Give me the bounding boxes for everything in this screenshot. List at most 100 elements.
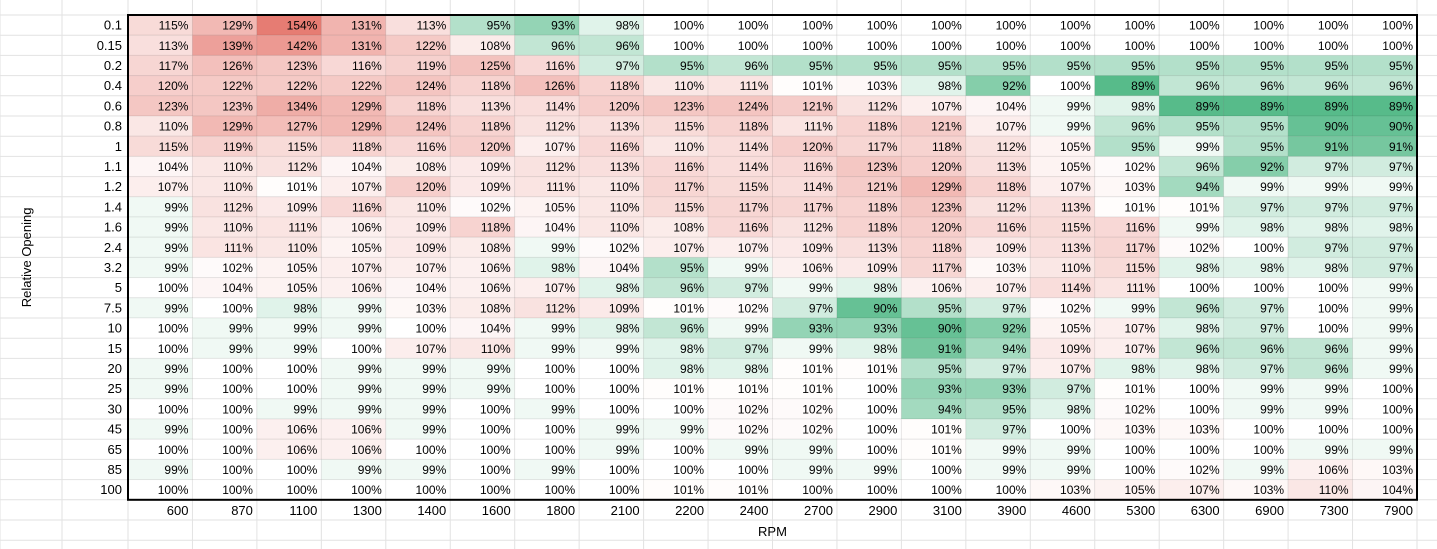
cell-value-label: 99% — [487, 382, 511, 396]
cell-value-label: 95% — [1067, 59, 1091, 73]
cell-value-label: 95% — [1389, 59, 1413, 73]
cell-value-label: 100% — [287, 483, 318, 497]
cell-value-label: 119% — [416, 59, 446, 73]
cell-value-label: 101% — [867, 362, 898, 376]
cell-value-label: 142% — [287, 39, 318, 53]
cell-value-label: 99% — [358, 402, 382, 416]
cell-value-label: 110% — [674, 140, 704, 154]
cell-value-label: 104% — [609, 261, 640, 275]
cell-value-label: 100% — [351, 342, 382, 356]
cell-value-label: 99% — [1131, 301, 1155, 315]
cell-value-label: 101% — [673, 301, 704, 315]
cell-value-label: 96% — [1196, 160, 1220, 174]
cell-value-label: 95% — [938, 362, 962, 376]
cell-value-label: 107% — [1124, 322, 1155, 336]
cell-value-label: 98% — [616, 19, 640, 33]
cell-value-label: 97% — [1002, 301, 1026, 315]
cell-value-label: 98% — [1196, 322, 1220, 336]
cell-value-label: 99% — [358, 463, 382, 477]
cell-value-label: 110% — [223, 180, 253, 194]
cell-value-label: 100% — [1382, 382, 1413, 396]
cell-value-label: 107% — [1060, 180, 1091, 194]
cell-value-label: 99% — [551, 241, 575, 255]
cell-value-label: 123% — [867, 160, 898, 174]
y-tick-label: 0.15 — [97, 38, 122, 53]
cell-value-label: 118% — [481, 79, 511, 93]
cell-value-label: 116% — [545, 59, 575, 73]
cell-value-label: 100% — [222, 443, 253, 457]
cell-value-label: 110% — [1061, 261, 1091, 275]
cell-value-label: 99% — [1196, 221, 1220, 235]
cell-value-label: 124% — [738, 99, 769, 113]
cell-value-label: 100% — [1382, 39, 1413, 53]
cell-value-label: 99% — [616, 423, 640, 437]
cell-value-label: 108% — [480, 39, 511, 53]
cell-value-label: 100% — [158, 281, 189, 295]
cell-value-label: 104% — [222, 281, 253, 295]
cell-value-label: 101% — [738, 483, 769, 497]
y-tick-label: 1.2 — [104, 179, 122, 194]
cell-value-label: 100% — [287, 362, 318, 376]
cell-value-label: 96% — [744, 59, 768, 73]
cell-value-label: 122% — [287, 79, 318, 93]
cell-value-label: 100% — [1060, 79, 1091, 93]
cell-value-label: 112% — [545, 301, 575, 315]
cell-value-label: 98% — [1325, 221, 1349, 235]
cell-value-label: 107% — [931, 99, 962, 113]
cell-value-label: 118% — [868, 221, 898, 235]
cell-value-label: 100% — [738, 463, 769, 477]
cell-value-label: 117% — [159, 59, 189, 73]
cell-value-label: 134% — [287, 99, 318, 113]
cell-value-label: 97% — [1325, 241, 1349, 255]
cell-value-label: 107% — [996, 120, 1027, 134]
cell-value-label: 95% — [1196, 59, 1220, 73]
cell-value-label: 102% — [1124, 402, 1155, 416]
cell-value-label: 100% — [544, 362, 575, 376]
x-tick-label: 1800 — [546, 503, 575, 518]
cell-value-label: 100% — [867, 483, 898, 497]
cell-value-label: 96% — [680, 281, 704, 295]
cell-value-label: 123% — [673, 99, 704, 113]
cell-value-label: 100% — [1382, 19, 1413, 33]
cell-value-label: 97% — [1260, 322, 1284, 336]
cell-value-label: 110% — [1319, 483, 1349, 497]
cell-value-label: 100% — [1124, 463, 1155, 477]
cell-value-label: 109% — [416, 241, 447, 255]
cell-value-label: 100% — [480, 443, 511, 457]
cell-value-label: 94% — [1196, 180, 1220, 194]
cell-value-label: 112% — [545, 160, 575, 174]
cell-value-label: 110% — [610, 200, 640, 214]
cell-value-label: 107% — [158, 180, 189, 194]
cell-value-label: 100% — [996, 39, 1027, 53]
cell-value-label: 106% — [931, 281, 962, 295]
cell-value-label: 99% — [1067, 463, 1091, 477]
cell-value-label: 100% — [1318, 281, 1349, 295]
y-tick-label: 25 — [108, 381, 122, 396]
cell-value-label: 117% — [1125, 241, 1155, 255]
cell-value-label: 99% — [293, 322, 317, 336]
cell-value-label: 99% — [422, 463, 446, 477]
cell-value-label: 96% — [1131, 120, 1155, 134]
cell-value-label: 129% — [351, 99, 382, 113]
cell-value-label: 98% — [616, 322, 640, 336]
cell-value-label: 112% — [996, 200, 1026, 214]
cell-value-label: 100% — [1189, 19, 1220, 33]
heatmap-cell — [1287, 155, 1354, 178]
cell-value-label: 100% — [158, 483, 189, 497]
cell-value-label: 111% — [546, 180, 575, 194]
cell-value-label: 99% — [422, 382, 446, 396]
cell-value-label: 99% — [1260, 382, 1284, 396]
cell-value-label: 100% — [867, 443, 898, 457]
cell-value-label: 99% — [1260, 180, 1284, 194]
cell-value-label: 118% — [932, 241, 962, 255]
cell-value-label: 100% — [1318, 423, 1349, 437]
cell-value-label: 97% — [1002, 362, 1026, 376]
cell-value-label: 101% — [738, 382, 769, 396]
cell-value-label: 121% — [802, 99, 833, 113]
cell-value-label: 94% — [938, 402, 962, 416]
cell-value-label: 96% — [680, 322, 704, 336]
x-tick-label: 6300 — [1191, 503, 1220, 518]
cell-value-label: 101% — [1189, 200, 1220, 214]
cell-value-label: 122% — [416, 39, 447, 53]
cell-value-label: 102% — [802, 423, 833, 437]
